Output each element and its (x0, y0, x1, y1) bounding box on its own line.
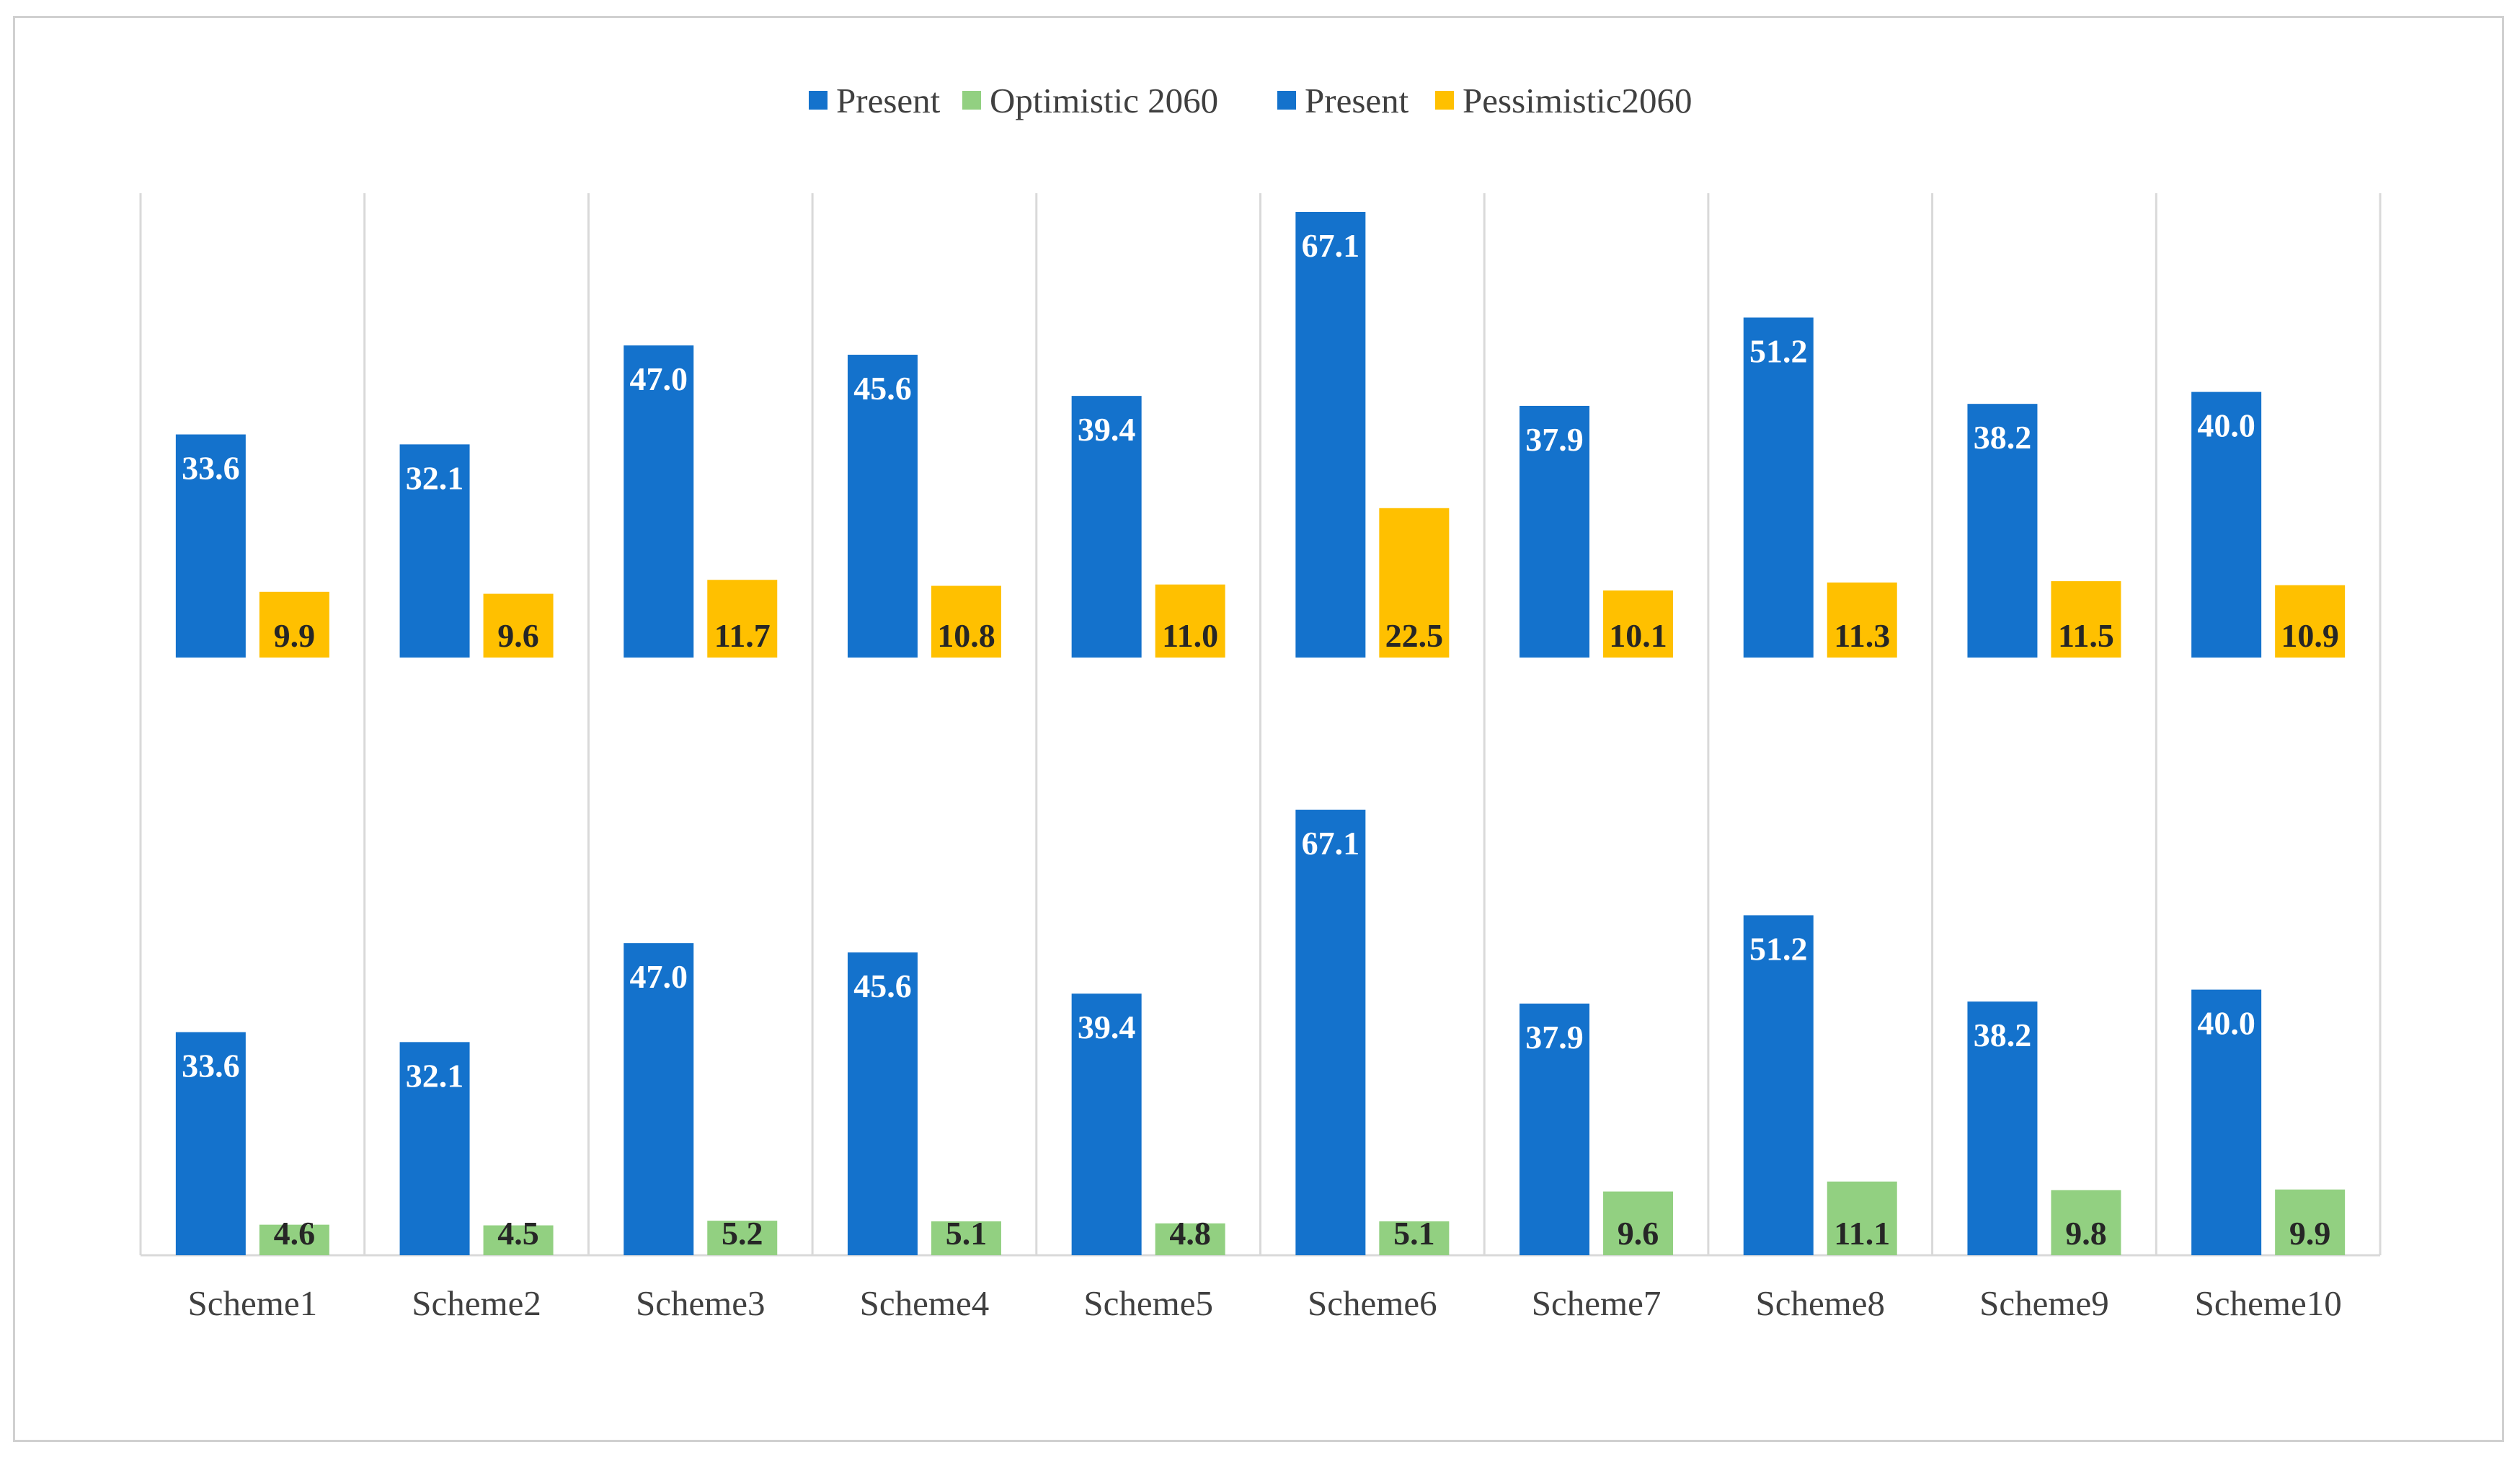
bar-upper-present-4 (847, 355, 918, 658)
data-label-upper-1-10: 40.0 (2197, 407, 2255, 444)
bar-upper-present-9 (1967, 404, 2038, 658)
data-label-lower-2-3: 5.2 (722, 1215, 763, 1252)
data-label-lower-2-9: 9.8 (2065, 1215, 2107, 1252)
data-label-lower-2-8: 11.1 (1834, 1215, 1890, 1252)
x-tick-label-3: Scheme3 (636, 1283, 766, 1323)
data-label-upper-1-9: 38.2 (1974, 419, 2032, 456)
bar-lower-optimistic-2060-6 (1379, 1221, 1450, 1255)
data-label-upper-1-5: 39.4 (1078, 411, 1136, 448)
data-label-lower-1-2: 32.1 (406, 1057, 464, 1094)
x-tick-label-6: Scheme6 (1308, 1283, 1437, 1323)
bar-upper-present-1 (175, 434, 246, 658)
data-label-upper-2-6: 22.5 (1385, 617, 1444, 654)
x-tick-label-9: Scheme9 (1979, 1283, 2109, 1323)
data-label-lower-2-10: 9.9 (2289, 1215, 2331, 1252)
data-label-upper-2-9: 11.5 (2058, 617, 2114, 654)
bar-upper-pessimistic2060-3 (707, 580, 778, 658)
data-label-upper-1-8: 51.2 (1749, 332, 1808, 369)
bar-lower-present-9 (1967, 1001, 2038, 1255)
bar-upper-pessimistic2060-1 (259, 591, 329, 658)
bar-upper-present-2 (399, 444, 470, 658)
bar-upper-pessimistic2060-6 (1379, 508, 1450, 658)
data-label-lower-1-8: 51.2 (1749, 930, 1808, 967)
legend-label-3: Present (1305, 81, 1409, 120)
bar-upper-present-6 (1295, 212, 1366, 658)
bar-upper-pessimistic2060-2 (483, 593, 554, 658)
x-tick-label-7: Scheme7 (1532, 1283, 1661, 1323)
data-label-upper-2-3: 11.7 (714, 617, 771, 654)
x-tick-label-1: Scheme1 (188, 1283, 318, 1323)
legend-label-2: Optimistic 2060 (990, 81, 1218, 120)
data-label-upper-2-10: 10.9 (2281, 617, 2339, 654)
data-label-lower-2-5: 4.8 (1169, 1215, 1211, 1252)
data-label-lower-2-6: 5.1 (1393, 1215, 1435, 1252)
bar-lower-present-3 (624, 943, 694, 1255)
data-label-lower-2-7: 9.6 (1618, 1215, 1659, 1252)
bar-lower-optimistic-2060-8 (1827, 1181, 1897, 1255)
bar-upper-pessimistic2060-5 (1155, 584, 1225, 658)
x-tick-label-4: Scheme4 (860, 1283, 990, 1323)
bar-upper-pessimistic2060-8 (1827, 582, 1897, 658)
data-label-upper-1-7: 37.9 (1525, 421, 1584, 458)
data-label-lower-2-4: 5.1 (946, 1215, 988, 1252)
data-label-upper-2-8: 11.3 (1834, 617, 1890, 654)
data-label-upper-2-1: 9.9 (274, 617, 316, 654)
data-label-lower-1-9: 38.2 (1974, 1017, 2032, 1053)
legend-swatch-2 (962, 91, 981, 110)
data-label-upper-1-1: 33.6 (182, 450, 240, 487)
x-tick-label-8: Scheme8 (1755, 1283, 1885, 1323)
bar-upper-pessimistic2060-7 (1603, 590, 1674, 658)
bar-lower-present-1 (175, 1032, 246, 1255)
bar-upper-present-5 (1071, 396, 1142, 658)
bar-lower-optimistic-2060-5 (1155, 1223, 1225, 1255)
legend-swatch-3 (1277, 91, 1296, 110)
bar-lower-optimistic-2060-2 (483, 1225, 554, 1255)
x-tick-label-10: Scheme10 (2195, 1283, 2342, 1323)
data-label-upper-2-2: 9.6 (497, 617, 539, 654)
bar-lower-present-7 (1519, 1003, 1590, 1255)
data-label-upper-2-5: 11.0 (1162, 617, 1218, 654)
data-label-lower-1-7: 37.9 (1525, 1019, 1584, 1056)
bar-lower-optimistic-2060-1 (259, 1224, 329, 1255)
data-label-lower-2-1: 4.6 (274, 1215, 316, 1252)
data-label-lower-1-3: 47.0 (630, 958, 688, 995)
data-label-upper-1-6: 67.1 (1302, 227, 1360, 264)
bar-lower-present-10 (2191, 989, 2262, 1255)
x-tick-label-2: Scheme2 (412, 1283, 541, 1323)
data-label-upper-1-4: 45.6 (853, 370, 912, 407)
legend-swatch-4 (1435, 91, 1454, 110)
bar-lower-optimistic-2060-10 (2275, 1189, 2346, 1255)
bar-lower-present-8 (1743, 915, 1814, 1255)
data-label-upper-1-2: 32.1 (406, 459, 464, 496)
bar-upper-present-8 (1743, 317, 1814, 658)
data-label-lower-1-10: 40.0 (2197, 1005, 2255, 1042)
bar-lower-present-2 (399, 1042, 470, 1255)
legend-label-1: Present (836, 81, 941, 120)
data-label-upper-2-7: 10.1 (1609, 617, 1667, 654)
data-label-lower-1-6: 67.1 (1302, 825, 1360, 862)
data-label-upper-1-3: 47.0 (630, 360, 688, 397)
bar-lower-present-6 (1295, 810, 1366, 1255)
bar-lower-present-5 (1071, 994, 1142, 1255)
bar-lower-optimistic-2060-7 (1603, 1191, 1674, 1255)
bar-lower-optimistic-2060-3 (707, 1221, 778, 1255)
x-tick-label-5: Scheme5 (1083, 1283, 1213, 1323)
data-label-lower-1-1: 33.6 (182, 1048, 240, 1084)
bar-upper-pessimistic2060-10 (2275, 585, 2346, 658)
data-label-lower-1-4: 45.6 (853, 968, 912, 1004)
bar-lower-optimistic-2060-9 (2051, 1190, 2121, 1255)
bar-upper-present-7 (1519, 405, 1590, 658)
data-label-lower-2-2: 4.5 (497, 1215, 539, 1252)
data-label-upper-2-4: 10.8 (937, 617, 995, 654)
bar-upper-pessimistic2060-9 (2051, 581, 2121, 658)
legend-label-4: Pessimistic2060 (1463, 81, 1692, 120)
bar-upper-pessimistic2060-4 (931, 585, 1001, 658)
bar-lower-present-4 (847, 952, 918, 1255)
bar-lower-optimistic-2060-4 (931, 1221, 1001, 1255)
bar-upper-present-3 (624, 345, 694, 658)
legend-swatch-1 (809, 91, 828, 110)
data-label-lower-1-5: 39.4 (1078, 1009, 1136, 1045)
bar-upper-present-10 (2191, 391, 2262, 658)
